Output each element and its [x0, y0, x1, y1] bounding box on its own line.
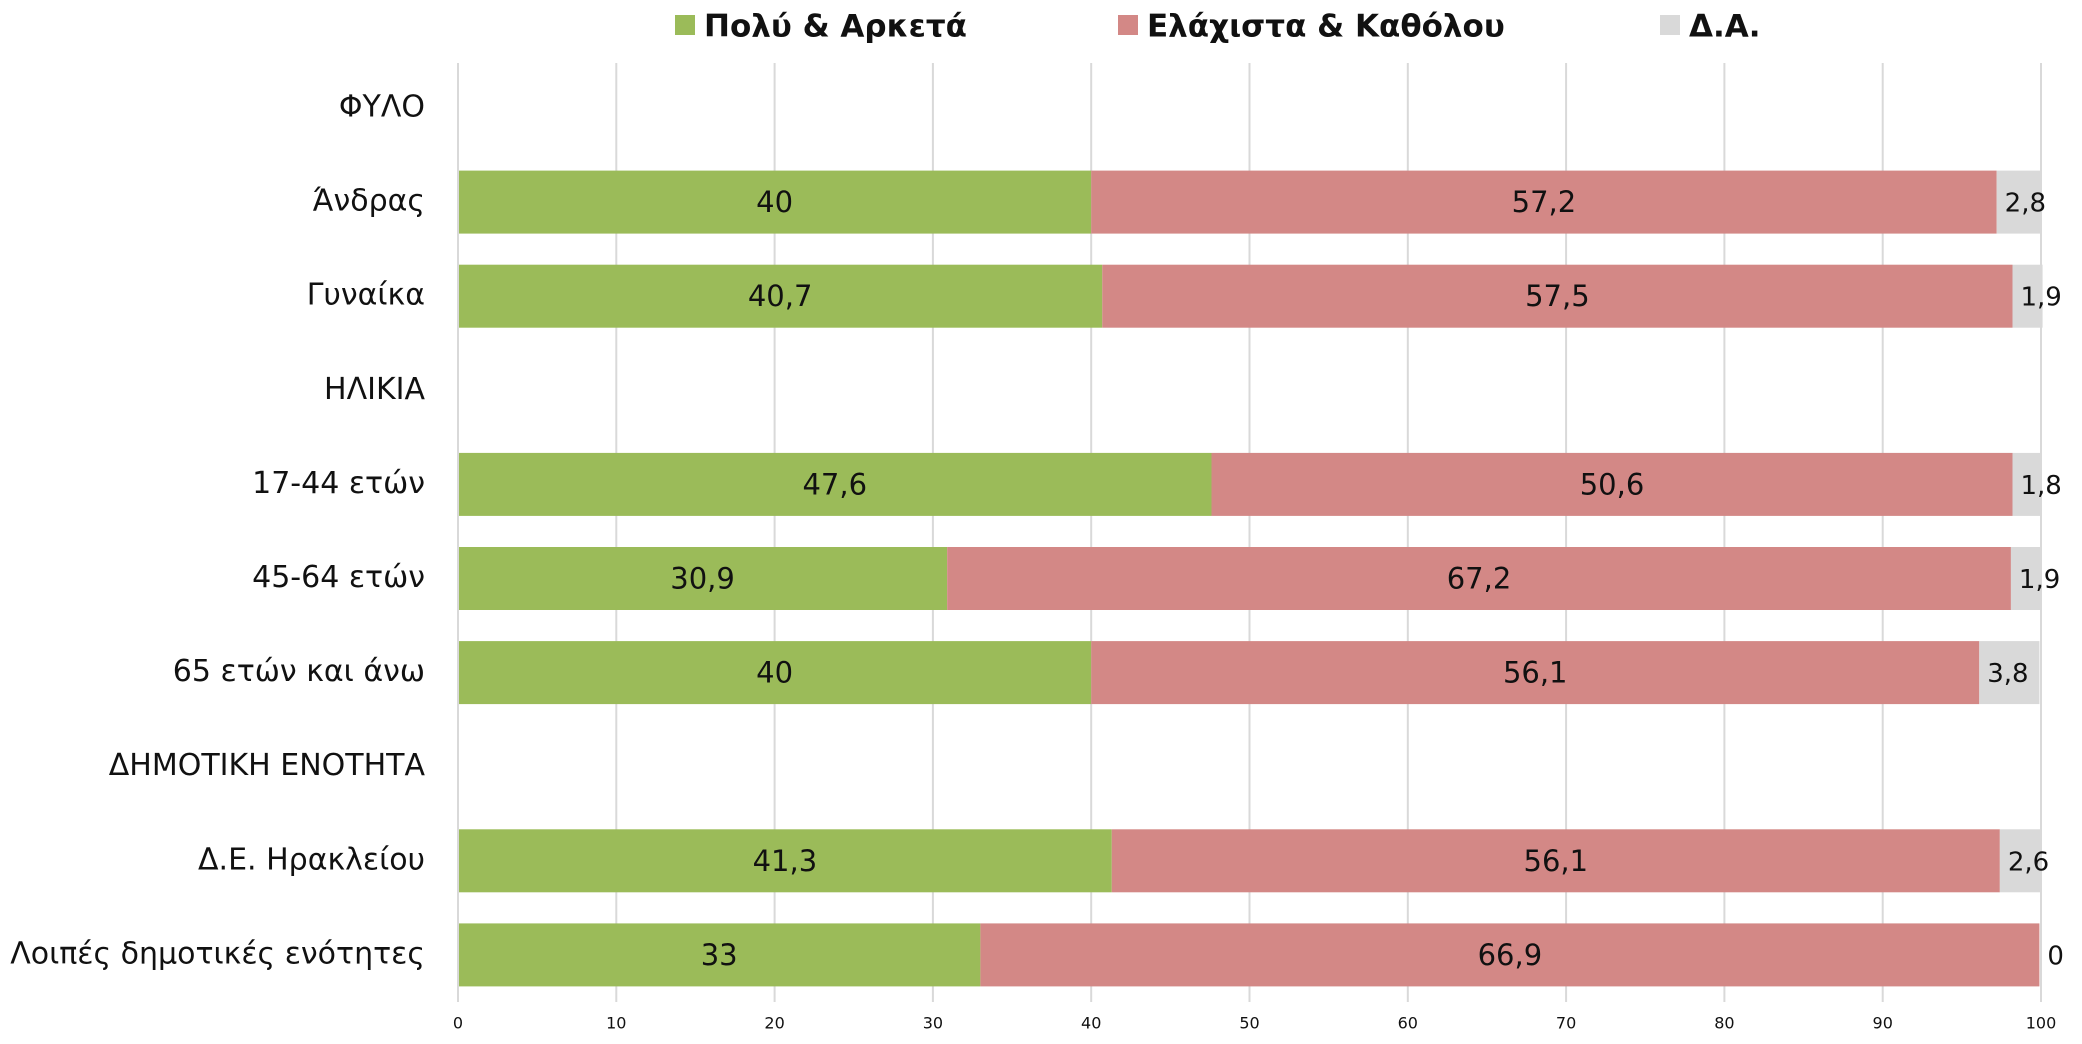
x-tick-label: 100 [2026, 1014, 2057, 1033]
category-label: 65 ετών και άνω [173, 654, 425, 689]
legend-label: Πολύ & Αρκετά [704, 9, 967, 45]
x-tick-label: 40 [1081, 1014, 1101, 1033]
category-label: Άνδρας [313, 184, 425, 219]
x-tick-label: 20 [764, 1014, 784, 1033]
data-label: 40 [756, 656, 793, 690]
bar-segment [458, 547, 948, 610]
data-label: 30,9 [670, 562, 735, 596]
data-label: 2,6 [2008, 847, 2049, 877]
legend-swatch [675, 15, 695, 35]
category-label: 45-64 ετών [252, 560, 425, 595]
x-tick-label: 60 [1398, 1014, 1418, 1033]
bar-segment [2010, 547, 2041, 610]
data-label: 3,8 [1987, 659, 2028, 689]
legend-label: Δ.Α. [1689, 9, 1761, 45]
x-tick-label: 90 [1873, 1014, 1893, 1033]
bar-segment [458, 829, 1112, 893]
category-label: Δ.Ε. Ηρακλείου [198, 842, 425, 877]
data-label: 47,6 [802, 467, 867, 501]
legend-label: Ελάχιστα & Καθόλου [1147, 9, 1505, 45]
data-label: 67,2 [1447, 562, 1512, 596]
bar-segment [458, 264, 1103, 328]
bar-segment [1211, 452, 2013, 516]
x-tick-label: 10 [606, 1014, 626, 1033]
legend-swatch [1660, 15, 1680, 35]
data-label: 2,8 [2005, 189, 2046, 219]
bar-segment [1102, 264, 2013, 328]
bar-segment [2012, 452, 2041, 516]
bar-segment [458, 170, 1092, 234]
bar-segment [458, 452, 1212, 516]
data-label: 50,6 [1580, 467, 1645, 501]
data-label: 41,3 [753, 844, 818, 878]
data-label: 40 [756, 185, 793, 219]
bar-segment [947, 547, 2011, 610]
data-label: 1,9 [2019, 565, 2060, 595]
x-tick-label: 80 [1714, 1014, 1734, 1033]
data-label: 0 [2047, 941, 2064, 971]
bar-segment [1091, 641, 1980, 705]
bar-segment [1111, 829, 2000, 893]
data-label: 56,1 [1503, 656, 1568, 690]
data-label: 66,9 [1478, 938, 1543, 972]
data-label: 57,5 [1525, 279, 1590, 313]
bar-segment [1091, 170, 1997, 234]
category-label: ΦΥΛΟ [339, 90, 425, 125]
category-label: ΔΗΜΟΤΙΚΗ ΕΝΟΤΗΤΑ [109, 748, 426, 783]
bar-segment [1999, 829, 2041, 893]
data-label: 1,8 [2021, 471, 2062, 501]
data-label: 56,1 [1524, 844, 1589, 878]
data-label: 57,2 [1512, 185, 1577, 219]
bar-segment [2012, 264, 2043, 328]
bar-segment [1979, 641, 2040, 705]
x-tick-label: 50 [1239, 1014, 1259, 1033]
x-tick-label: 0 [453, 1014, 463, 1033]
bar-segment [1996, 170, 2041, 234]
data-label: 1,9 [2021, 283, 2062, 313]
data-label: 40,7 [748, 279, 813, 313]
legend-swatch [1118, 15, 1138, 35]
category-label: Λοιπές δημοτικές ενότητες [10, 936, 425, 971]
bar-segment [458, 641, 1092, 705]
category-label: Γυναίκα [307, 278, 425, 313]
bar-segment [458, 923, 981, 987]
bar-segment [980, 923, 2040, 987]
x-tick-label: 70 [1556, 1014, 1576, 1033]
data-label: 33 [701, 938, 738, 972]
category-label: 17-44 ετών [252, 466, 425, 501]
category-label: ΗΛΙΚΙΑ [324, 372, 425, 407]
x-tick-label: 30 [923, 1014, 943, 1033]
